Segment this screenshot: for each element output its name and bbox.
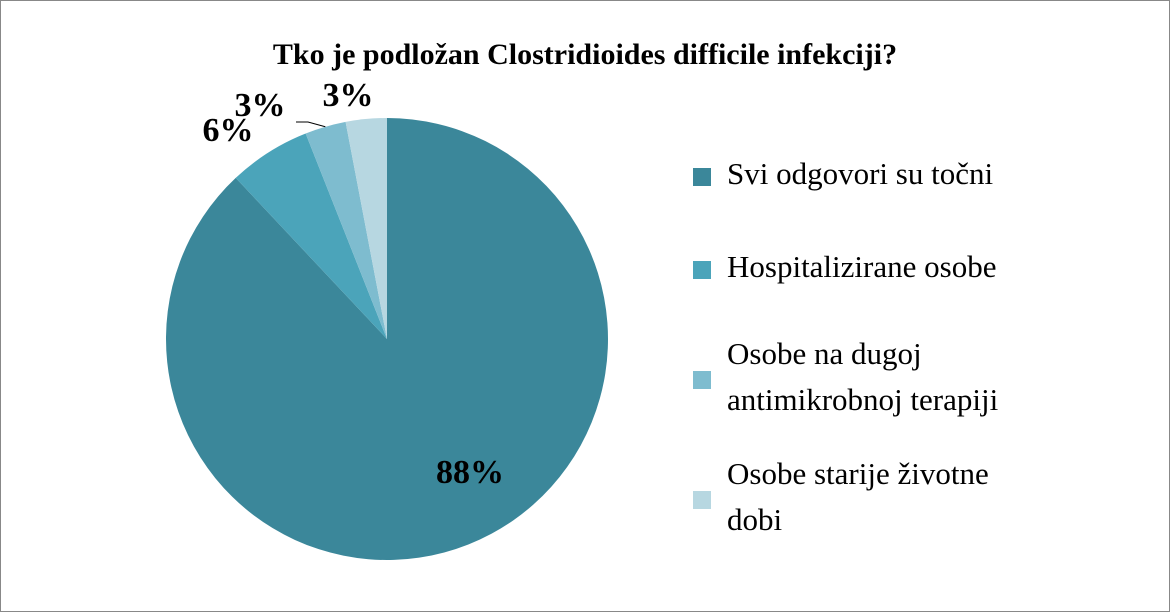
pie-slice <box>235 133 387 339</box>
legend-swatch <box>693 491 711 509</box>
legend-swatch <box>693 168 711 186</box>
data-label: 6% <box>203 112 254 149</box>
data-label: 3% <box>323 77 374 114</box>
data-label: 88% <box>436 454 504 491</box>
legend-line: antimikrobnoj terapiji <box>727 382 999 417</box>
chart-title: Tko je podložan Clostridioides difficile… <box>273 38 897 71</box>
legend-line: dobi <box>727 502 783 537</box>
legend-swatch <box>693 371 711 389</box>
data-label: 3% <box>235 87 286 124</box>
leader-line <box>296 121 326 128</box>
pie-slice <box>345 118 387 339</box>
legend-label: Svi odgovori su točni <box>727 156 993 191</box>
legend-swatch <box>693 261 711 279</box>
legend-label: Osobe na dugoj antimikrobnoj terapiji <box>727 336 999 417</box>
legend-line: Osobe na dugoj <box>727 336 922 371</box>
legend-label: Hospitalizirane osobe <box>727 249 996 284</box>
legend-line: Osobe starije životne <box>727 456 989 491</box>
legend-label: Osobe starije životne dobi <box>727 456 989 537</box>
pie-slice <box>305 121 387 339</box>
